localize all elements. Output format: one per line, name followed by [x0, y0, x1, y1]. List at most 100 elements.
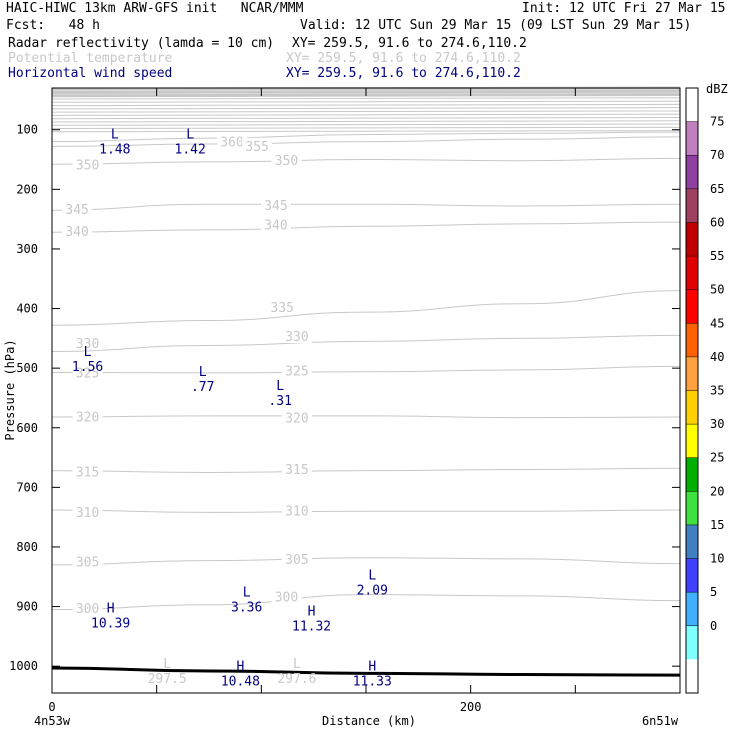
colorbar-swatch — [686, 222, 698, 257]
colorbar-label: 10 — [710, 552, 724, 566]
theta-label: 325 — [76, 366, 99, 381]
colorbar-title: dBZ — [706, 82, 728, 96]
y-tick-label: 700 — [16, 480, 38, 494]
colorbar-swatch — [686, 88, 698, 122]
extremum-marker: H — [107, 602, 115, 617]
colorbar-swatch — [686, 625, 698, 660]
theta-contour-345 — [51, 203, 681, 211]
theta-label-bg — [260, 216, 291, 232]
extremum-marker: L — [186, 128, 194, 143]
field-1-name: Radar reflectivity (lamda = 10 cm) — [8, 36, 275, 51]
theta-label-bg — [62, 223, 93, 239]
theta-contour-340 — [51, 221, 681, 233]
colorbar-swatch — [686, 155, 698, 189]
theta-labels: 360 355 350 350 345 345 340 340 335 330 330 325 325 3… — [62, 133, 312, 617]
colorbar-label: 5 — [710, 585, 717, 599]
init-time: Init: 12 UTC Fri 27 Mar 15 — [522, 1, 726, 16]
extremum-value: 1.56 — [72, 360, 103, 375]
theta-label: 360 — [220, 136, 243, 151]
theta-label: 310 — [76, 506, 99, 521]
colorbar-swatch — [686, 121, 698, 156]
extremum-value: 11.33 — [353, 674, 392, 689]
extremum-marker: L — [243, 585, 251, 600]
theta-label: 330 — [285, 330, 308, 345]
y-axis: 100 200 300 400 500 600 700 800 900 1000 — [9, 123, 680, 673]
theta-label-bg — [281, 362, 312, 378]
theta-label: 305 — [76, 555, 99, 570]
theta-contours — [51, 131, 681, 611]
theta-label-bg — [281, 409, 312, 425]
upper-theta-line — [51, 126, 681, 130]
theta-label: 355 — [245, 140, 268, 155]
theta-label-bg — [72, 553, 103, 569]
colorbar-label: 0 — [710, 619, 717, 633]
extremum-value: 3.36 — [231, 600, 262, 615]
y-tick-label: 400 — [16, 302, 38, 316]
theta-label-bg — [72, 364, 103, 380]
extremum-marker: L — [368, 569, 376, 584]
theta-label-bg — [281, 460, 312, 476]
y-tick-label: 100 — [16, 123, 38, 137]
theta-label: 320 — [76, 410, 99, 425]
extremum-value: 297.6 — [277, 672, 316, 687]
surface-line — [51, 666, 681, 677]
theta-label: 340 — [65, 225, 88, 240]
colorbar-label: 45 — [710, 316, 724, 330]
theta-contour-300 — [51, 594, 681, 611]
theta-label: 305 — [285, 553, 308, 568]
surface-pressure-line — [51, 666, 681, 677]
extremum-value: 1.48 — [99, 143, 130, 158]
theta-label-bg — [72, 463, 103, 479]
theta-contour-310 — [51, 509, 681, 513]
theta-label-bg — [267, 298, 298, 314]
colorbar-swatch — [686, 491, 698, 525]
theta-contour-360 — [51, 131, 681, 143]
x-end-label-right: 6n51w — [642, 714, 679, 728]
colorbar-label: 25 — [710, 451, 724, 465]
extremum-marker: L — [199, 365, 207, 380]
theta-label-bg — [72, 335, 103, 351]
extremum-value: .31 — [268, 394, 291, 409]
x-tick-label: 200 — [460, 700, 482, 714]
theta-label-bg — [281, 502, 312, 518]
extremum-marker: L — [163, 657, 171, 672]
theta-label-bg — [62, 201, 93, 216]
upper-theta-line — [51, 107, 681, 110]
plot-frame — [51, 87, 681, 694]
colorbar-label: 30 — [710, 417, 724, 431]
colorbar-label: 75 — [710, 115, 724, 129]
x-axis: 0 200 — [48, 88, 681, 714]
theta-contour-315 — [51, 467, 681, 473]
field-3-name: Horizontal wind speed — [8, 66, 173, 81]
theta-label-bg — [72, 599, 103, 615]
theta-label: 300 — [76, 602, 99, 617]
theta-contour-325 — [51, 365, 681, 374]
x-end-label-left: 4n53w — [34, 714, 71, 728]
upper-theta-line — [51, 123, 681, 126]
extremum-value: 11.32 — [292, 620, 331, 635]
theta-label: 315 — [76, 465, 99, 480]
y-tick-label: 1000 — [9, 659, 38, 673]
field-2-xy: XY= 259.5, 91.6 to 274.6,110.2 — [286, 51, 521, 66]
y-tick-label: 600 — [16, 421, 38, 435]
upper-theta-line — [51, 113, 681, 116]
y-tick-label: 800 — [16, 540, 38, 554]
theta-label: 325 — [285, 365, 308, 380]
colorbar-swatch — [686, 256, 698, 290]
colorbar-swatch — [686, 558, 698, 593]
theta-contour-330 — [51, 334, 681, 352]
theta-label: 350 — [76, 158, 99, 173]
extremum-marker: L — [111, 128, 119, 143]
theta-label: 345 — [65, 203, 88, 218]
colorbar-label: 20 — [710, 484, 724, 498]
upper-theta-line — [51, 100, 681, 103]
theta-label-bg — [217, 133, 248, 149]
colorbar-swatch — [686, 659, 698, 693]
field-3-xy: XY= 259.5, 91.6 to 274.6,110.2 — [286, 66, 521, 81]
theta-label: 330 — [76, 337, 99, 352]
colorbar-swatch — [686, 323, 698, 357]
extremum-marker: L — [276, 379, 284, 394]
